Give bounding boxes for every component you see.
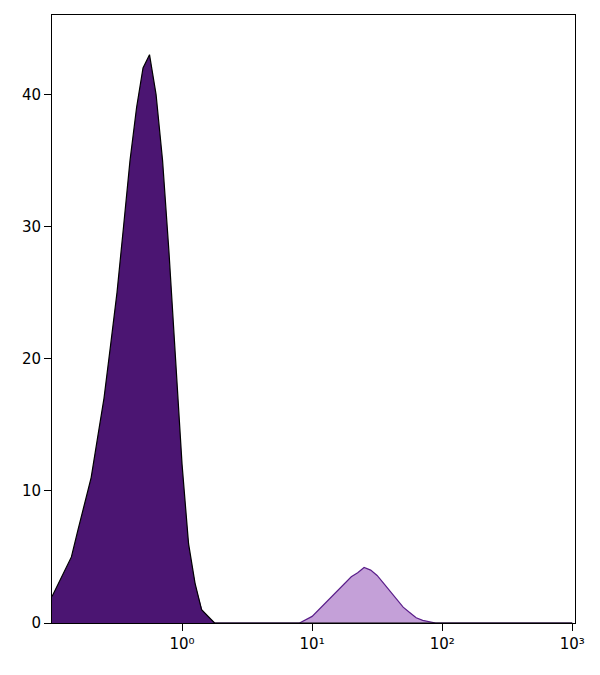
svg-text:10: 10: [22, 482, 41, 500]
svg-text:20: 20: [22, 350, 41, 368]
svg-text:10⁰: 10⁰: [170, 635, 195, 653]
svg-text:30: 30: [22, 218, 41, 236]
svg-text:10³: 10³: [560, 635, 585, 653]
svg-text:10¹: 10¹: [300, 635, 325, 653]
svg-text:40: 40: [22, 86, 41, 104]
svg-text:0: 0: [31, 614, 41, 632]
svg-text:10²: 10²: [430, 635, 455, 653]
